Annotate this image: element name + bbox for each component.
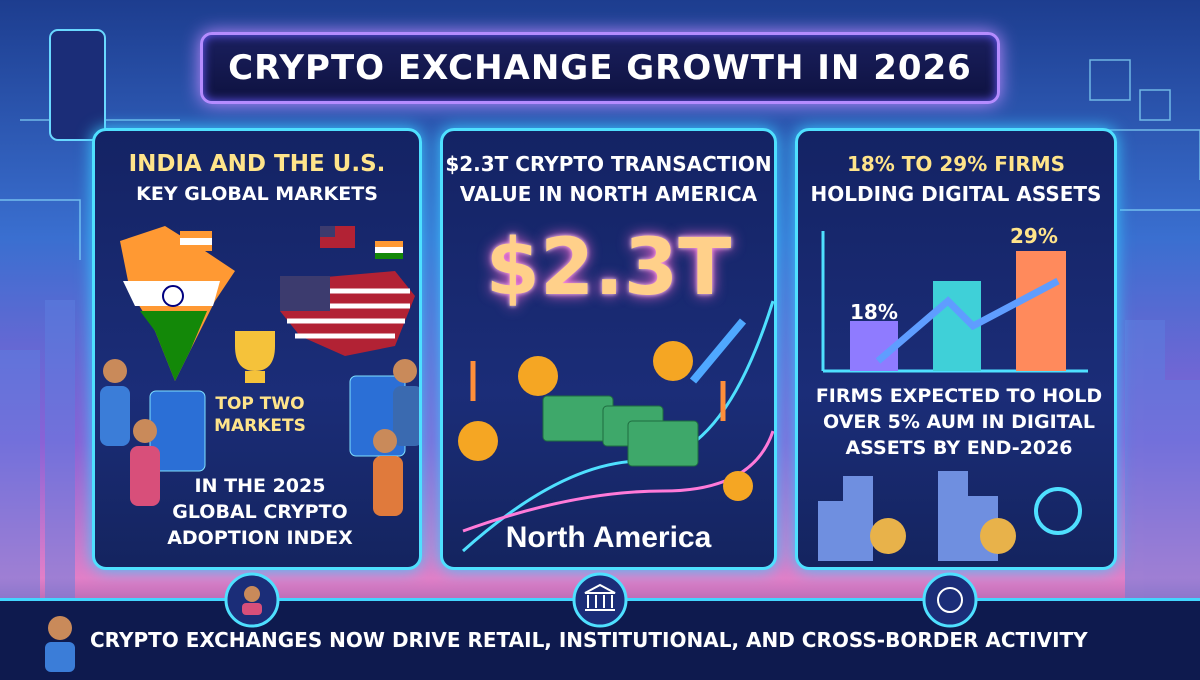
caption: FIRMS EXPECTED TO HOLD OVER 5% AUM IN DI…: [798, 383, 1114, 461]
title: CRYPTO EXCHANGE GROWTH IN 2026: [200, 32, 1000, 104]
caption-line: IN THE 2025: [194, 475, 326, 497]
heading-line: INDIA AND THE U.S.: [128, 151, 386, 177]
heading-line: $2.3T CRYPTO TRANSACTION: [445, 152, 772, 176]
panel-transaction: $2.3T CRYPTO TRANSACTION VALUE IN NORTH …: [440, 128, 777, 570]
firms-illustration: [818, 231, 1088, 561]
panel-markets: INDIA AND THE U.S. KEY GLOBAL MARKETS TO…: [92, 128, 422, 570]
footer-text: CRYPTO EXCHANGES NOW DRIVE RETAIL, INSTI…: [90, 628, 1088, 652]
caption-line: OVER 5% AUM IN DIGITAL: [823, 411, 1095, 433]
panel-heading: 18% TO 29% FIRMS HOLDING DIGITAL ASSETS: [798, 149, 1114, 209]
heading-line: KEY GLOBAL MARKETS: [136, 183, 378, 205]
badge: TOP TWO MARKETS: [195, 393, 325, 437]
caption-line: GLOBAL CRYPTO: [172, 501, 348, 523]
heading-line: HOLDING DIGITAL ASSETS: [810, 182, 1102, 206]
bar-label: 29%: [1010, 224, 1058, 248]
bar-label: 18%: [850, 300, 898, 324]
heading-line: 18% TO 29% FIRMS: [846, 152, 1066, 176]
caption-line: ADOPTION INDEX: [167, 527, 353, 549]
region-label: North America: [505, 521, 712, 554]
caption-line: ASSETS BY END-2026: [845, 437, 1073, 459]
caption-line: FIRMS EXPECTED TO HOLD: [815, 385, 1103, 407]
panel-heading: INDIA AND THE U.S. KEY GLOBAL MARKETS: [95, 149, 419, 209]
transaction-illustration: [458, 300, 774, 553]
panel-firms: 18% TO 29% FIRMS HOLDING DIGITAL ASSETS …: [795, 128, 1117, 570]
caption: IN THE 2025 GLOBAL CRYPTO ADOPTION INDEX: [155, 473, 365, 551]
badge-line: TOP TWO: [215, 394, 305, 414]
panel-heading: $2.3T CRYPTO TRANSACTION VALUE IN NORTH …: [443, 149, 774, 209]
heading-line: VALUE IN NORTH AMERICA: [459, 182, 758, 206]
markets-illustration: [100, 226, 419, 516]
badge-line: MARKETS: [214, 416, 306, 436]
big-value: $2.3T: [485, 223, 732, 313]
